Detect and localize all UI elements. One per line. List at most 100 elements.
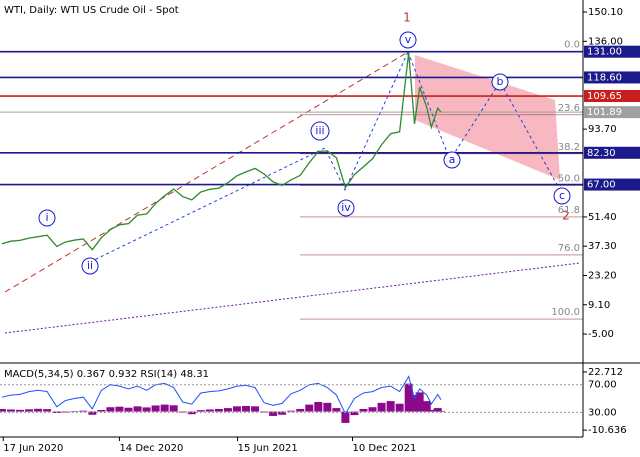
fib-label: 76.0 (558, 243, 580, 254)
macd-bar (350, 411, 359, 416)
wave-label: iii (310, 121, 330, 141)
macd-bar (296, 408, 305, 412)
macd-bar (359, 408, 368, 412)
macd-bar (142, 407, 151, 412)
macd-bar (25, 409, 34, 412)
level-label: 118.60 (587, 72, 622, 83)
macd-bar (16, 409, 25, 412)
macd-bar (88, 411, 97, 415)
wave-path (407, 51, 561, 191)
y-tick-label: -5.00 (588, 329, 614, 340)
y-tick-label: 22.712 (588, 367, 623, 378)
y-tick-label: 23.20 (588, 270, 617, 281)
wave-degree-label: 2 (562, 209, 570, 223)
x-tick-label: 10 Dec 2021 (353, 443, 417, 454)
level-label: 101.89 (587, 107, 622, 118)
wave-text: iii (315, 124, 324, 137)
wave-text: ii (87, 259, 93, 272)
macd-bar (178, 411, 187, 413)
macd-bar (43, 409, 52, 412)
y-tick-label: 150.10 (588, 7, 623, 18)
wave-label: iv (337, 199, 355, 217)
macd-bar (422, 401, 431, 412)
y-tick-label: 93.70 (588, 124, 617, 135)
macd-bar (323, 402, 332, 412)
indicator-label: MACD(5,34,5) 0.367 0.932 RSI(14) 48.31 (4, 369, 209, 380)
macd-bar (251, 406, 260, 412)
fib-label: 0.0 (564, 40, 580, 51)
fib-label: 61.8 (558, 205, 580, 216)
y-tick-label: -10.636 (588, 425, 627, 436)
level-label-box (584, 45, 640, 58)
wave-label: v (399, 31, 417, 49)
macd-bar (269, 411, 278, 416)
macd-bar (427, 409, 436, 412)
macd-bar (410, 395, 419, 412)
macd-bar (34, 408, 43, 412)
macd-bar (386, 401, 395, 412)
wave-text: i (45, 211, 48, 224)
macd-bar (169, 405, 178, 412)
macd-bar (106, 407, 115, 412)
wave-label: b (491, 73, 509, 91)
wave-label: a (443, 151, 461, 169)
macd-bar (404, 383, 413, 412)
level-label: 109.65 (587, 91, 622, 102)
macd-bar (196, 410, 205, 412)
macd-bar (124, 407, 133, 412)
x-tick-label: 17 Jun 2020 (3, 443, 63, 454)
level-label: 131.00 (587, 47, 622, 58)
macd-bar (97, 410, 106, 412)
y-tick-label: 136.00 (588, 36, 623, 47)
fib-label: 100.0 (551, 307, 580, 318)
level-label-box (584, 178, 640, 191)
macd-bar (214, 408, 223, 412)
target-channel (415, 55, 560, 180)
macd-bar (6, 409, 15, 412)
macd-bar (151, 405, 160, 412)
wave-label: ii (81, 257, 99, 275)
macd-bar (395, 403, 404, 412)
macd-bar (305, 404, 314, 412)
macd-bar (187, 411, 196, 415)
wave-text: a (449, 153, 456, 166)
x-tick-label: 14 Dec 2020 (119, 443, 183, 454)
trend-line (4, 51, 409, 293)
macd-bar (377, 402, 386, 412)
macd-bar (341, 411, 350, 423)
macd-bar (415, 392, 424, 412)
macd-bar (314, 401, 323, 412)
macd-bar (278, 411, 287, 415)
level-label-box (584, 106, 640, 119)
y-tick-label: 51.40 (588, 212, 617, 223)
level-label-box (584, 90, 640, 103)
macd-bar (0, 408, 6, 412)
macd-bar (115, 406, 124, 412)
macd-bar (160, 404, 169, 412)
x-tick-label: 15 Jun 2021 (238, 443, 298, 454)
fib-label: 38.2 (558, 142, 580, 153)
trend-line (4, 262, 581, 334)
wave-path (89, 51, 409, 263)
macd-bar (232, 406, 241, 412)
level-label-box (584, 71, 640, 84)
macd-bar (223, 408, 232, 412)
wave-label: c (553, 187, 571, 205)
wave-text: iv (341, 201, 351, 214)
fib-label: 50.0 (558, 173, 580, 184)
macd-bar (133, 406, 142, 412)
wave-text: c (559, 189, 565, 202)
y-tick-label: 37.30 (588, 241, 617, 252)
wave-label: i (38, 209, 56, 227)
wave-text: b (497, 75, 504, 88)
fib-label: 23.6 (558, 103, 580, 114)
macd-bar (70, 411, 79, 412)
macd-bar (287, 410, 296, 412)
chart-title: WTI, Daily: WTI US Crude Oil - Spot (4, 5, 179, 16)
macd-bar (368, 407, 377, 412)
level-label-box (584, 146, 640, 159)
wave-text: v (405, 33, 412, 46)
level-label: 82.30 (587, 148, 616, 159)
macd-bar (332, 408, 341, 412)
